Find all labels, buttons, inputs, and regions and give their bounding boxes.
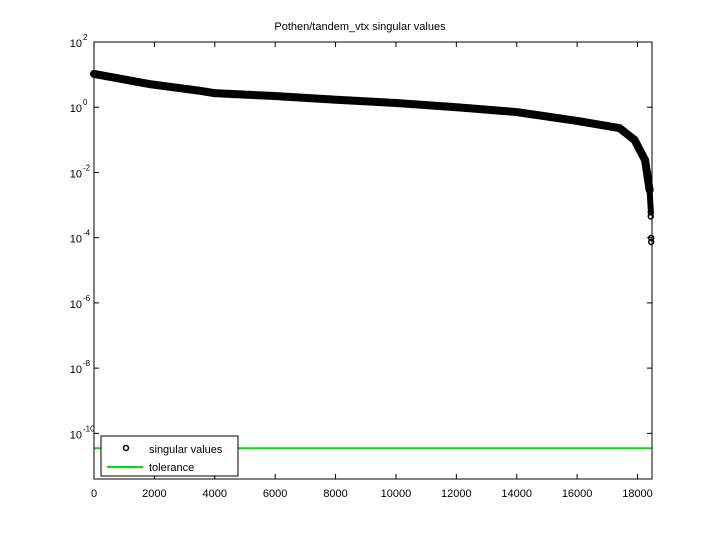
singular-values-tail	[646, 186, 654, 214]
legend: singular values tolerance	[100, 435, 239, 477]
x-tick-label: 0	[91, 488, 97, 500]
y-tick-label: 10	[70, 168, 82, 180]
y-tick-exponent: -2	[83, 163, 91, 172]
y-tick-exponent: -10	[83, 424, 95, 433]
data-point-marker	[647, 238, 655, 246]
chart-title: Pothen/tandem_vtx singular values	[274, 21, 446, 33]
y-tick-exponent: -6	[83, 294, 91, 303]
y-tick-label: 10	[70, 364, 82, 376]
x-tick-label: 2000	[142, 488, 166, 500]
y-tick-label: 10	[70, 299, 82, 311]
y-tick-label: 10	[70, 38, 82, 50]
y-tick-exponent: -8	[83, 359, 91, 368]
y-tick-label: 10	[70, 103, 82, 115]
x-tick-label: 10000	[381, 488, 412, 500]
x-tick-label: 6000	[263, 488, 287, 500]
y-tick-label: 10	[70, 234, 82, 246]
singular-values-curve	[90, 69, 654, 194]
legend-box	[100, 435, 239, 477]
legend-marker-circle-icon	[122, 444, 130, 452]
y-tick-exponent: 0	[83, 98, 88, 107]
legend-label-singular-values: singular values	[149, 444, 223, 456]
legend-label-tolerance: tolerance	[149, 462, 194, 474]
x-tick-label: 14000	[501, 488, 532, 500]
singular-values-series	[90, 69, 655, 246]
x-tick-label: 18000	[622, 488, 653, 500]
y-tick-exponent: -4	[83, 229, 91, 238]
x-tick-label: 8000	[323, 488, 347, 500]
x-tick-label: 16000	[562, 488, 593, 500]
y-tick-exponent: 2	[83, 33, 88, 42]
data-point-marker	[647, 213, 655, 220]
axes-frame	[93, 41, 653, 480]
x-tick-label: 4000	[203, 488, 227, 500]
y-tick-label: 10	[70, 429, 82, 441]
x-tick-label: 12000	[441, 488, 472, 500]
x-axis: 0 2000 4000 6000 8000 10000 12000 14000 16000 180…	[91, 42, 653, 500]
